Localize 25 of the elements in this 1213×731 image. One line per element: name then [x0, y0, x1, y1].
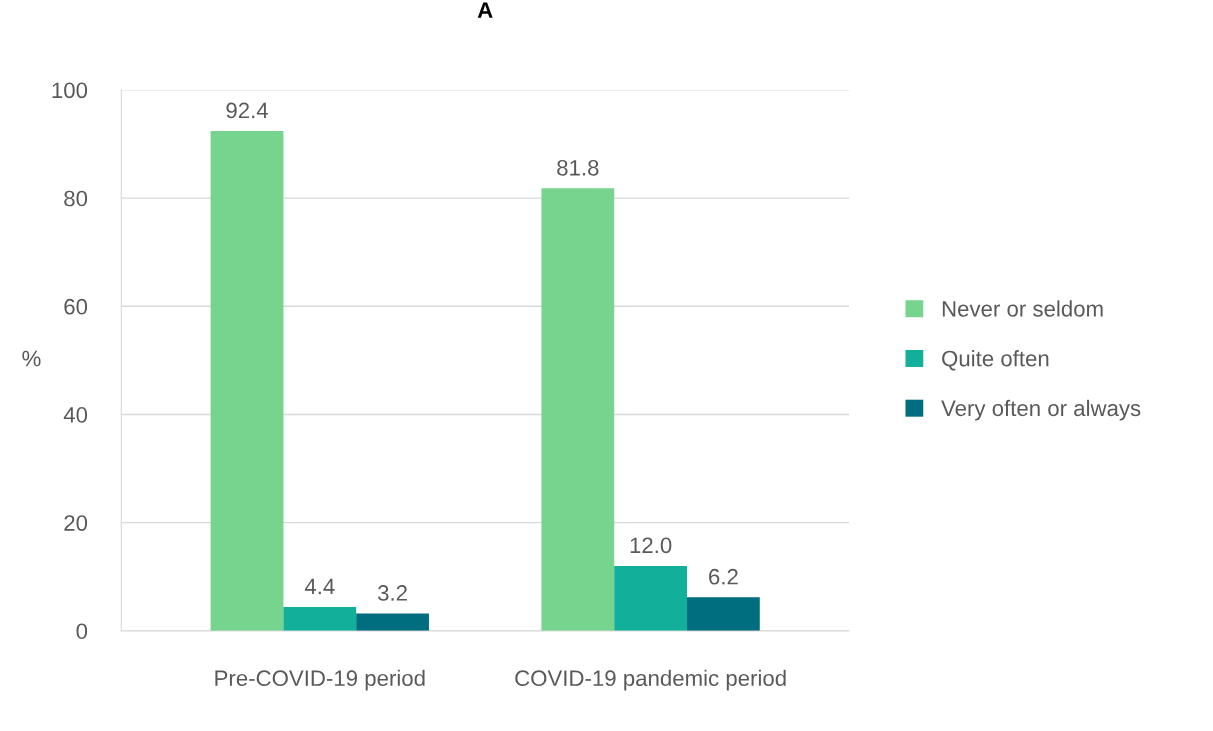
- y-tick-label: 20: [64, 515, 88, 531]
- y-axis-title: %: [22, 350, 41, 367]
- y-tick-label: 40: [63, 407, 88, 423]
- data-label: 6.2: [709, 568, 738, 585]
- legend-label: Quite often: [942, 350, 1049, 371]
- data-label: 81.8: [557, 159, 599, 176]
- x-tick-label: Pre-COVID-19 period: [215, 669, 425, 691]
- y-tick-label: 0: [76, 623, 88, 640]
- bar: [614, 565, 687, 631]
- data-label: 92.4: [226, 102, 268, 119]
- legend-label: Very often or always: [941, 399, 1141, 421]
- data-label: 12.0: [630, 537, 672, 554]
- bar: [283, 607, 357, 631]
- data-label: 4.4: [304, 578, 335, 595]
- bar: [687, 597, 760, 631]
- legend-label: Never or seldom: [942, 300, 1103, 317]
- y-tick-label: 100: [52, 82, 88, 99]
- bar: [356, 613, 429, 631]
- data-label: 3.2: [377, 585, 407, 601]
- x-tick-label: COVID-19 pandemic period: [515, 669, 786, 691]
- bar: [210, 131, 284, 631]
- y-tick-label: 60: [64, 298, 88, 315]
- bar: [541, 188, 615, 631]
- y-tick-label: 80: [64, 190, 88, 207]
- chart-title: A: [477, 2, 493, 18]
